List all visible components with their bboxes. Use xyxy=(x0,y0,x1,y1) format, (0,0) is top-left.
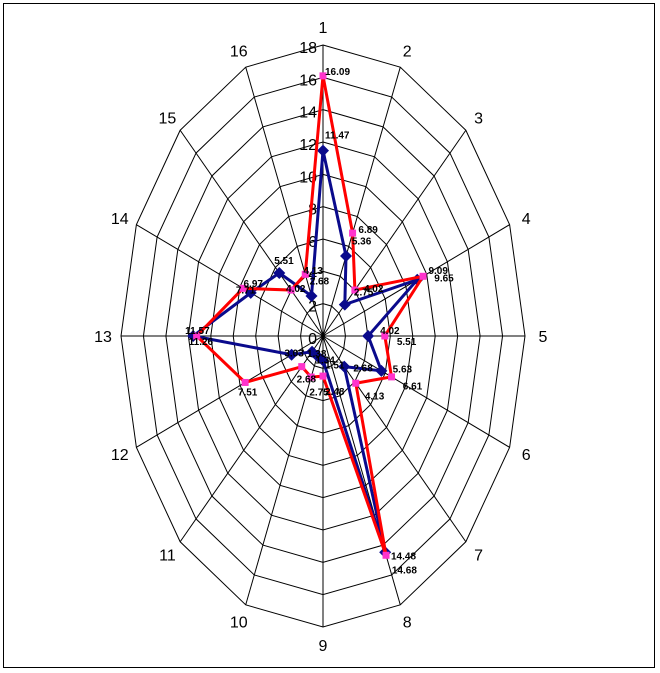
grid-spoke xyxy=(245,335,324,605)
radial-tick-label: 14 xyxy=(299,105,317,122)
data-point xyxy=(301,270,309,278)
data-point xyxy=(362,330,375,342)
data-point xyxy=(317,144,329,157)
data-label: 2.68 xyxy=(297,375,317,386)
data-label: 3.03 xyxy=(284,349,304,360)
grid-spoke xyxy=(179,129,324,337)
data-label: 7.51 xyxy=(238,387,258,398)
data-point xyxy=(375,364,388,377)
data-label: 2.75 xyxy=(309,387,329,398)
data-label: 1.38 xyxy=(307,349,327,360)
grid-spoke xyxy=(322,335,467,543)
data-point xyxy=(349,229,357,237)
data-point xyxy=(382,551,390,559)
data-label: 11.47 xyxy=(325,131,350,142)
data-label: 9.09 xyxy=(428,266,448,277)
data-label: 14.68 xyxy=(392,566,417,577)
category-label: 8 xyxy=(403,614,412,631)
series-line xyxy=(189,150,423,553)
radial-tick-label: 6 xyxy=(308,234,317,251)
category-label: 4 xyxy=(522,211,531,228)
radial-tick-label: 12 xyxy=(299,137,317,154)
data-label: 5.63 xyxy=(393,365,413,376)
data-point xyxy=(340,249,353,262)
data-label: 6.97 xyxy=(243,279,263,290)
data-label: 11.57 xyxy=(185,326,210,337)
data-label: 6.61 xyxy=(403,382,423,393)
data-label: 7.71 xyxy=(236,285,256,296)
category-label: 9 xyxy=(319,638,328,655)
data-point xyxy=(305,289,318,302)
data-label: 9.65 xyxy=(434,273,454,284)
data-point xyxy=(193,332,201,340)
category-label: 10 xyxy=(230,614,248,631)
category-label: 11 xyxy=(159,547,176,564)
radial-tick-label: 2 xyxy=(308,299,317,316)
data-point xyxy=(306,345,319,358)
data-point xyxy=(241,378,249,386)
data-label: 5.36 xyxy=(352,237,372,248)
data-point xyxy=(273,267,286,280)
radial-tick-label: 0 xyxy=(308,331,317,348)
data-label: 1.34 xyxy=(315,355,335,366)
grid-spoke xyxy=(322,335,510,448)
data-point xyxy=(351,286,359,294)
category-label: 13 xyxy=(94,329,112,346)
category-label: 7 xyxy=(474,547,483,564)
data-label: 6.89 xyxy=(358,225,378,236)
data-point xyxy=(298,363,306,371)
data-label: 4.02 xyxy=(380,326,400,337)
data-point xyxy=(287,286,295,294)
category-label: 5 xyxy=(539,329,548,346)
data-point xyxy=(338,360,351,373)
data-point xyxy=(319,72,327,80)
data-point xyxy=(381,332,389,340)
data-label: 16.09 xyxy=(325,67,350,78)
data-point xyxy=(285,348,298,361)
data-label: 5.51 xyxy=(397,337,417,348)
data-point xyxy=(352,379,360,387)
grid-spoke xyxy=(322,67,401,337)
data-label: 11.26 xyxy=(189,337,214,348)
data-label: 4.02 xyxy=(364,284,384,295)
radial-tick-label: 16 xyxy=(299,72,317,89)
data-point xyxy=(338,298,351,311)
grid-spoke xyxy=(179,335,324,543)
category-label: 16 xyxy=(230,44,248,61)
data-label: 14.48 xyxy=(391,552,416,563)
data-label: 2.48 xyxy=(325,387,345,398)
category-label: 6 xyxy=(522,447,531,464)
category-label: 14 xyxy=(111,211,129,228)
data-label: 4.13 xyxy=(365,391,385,402)
grid-spoke xyxy=(245,67,324,337)
data-point xyxy=(388,373,396,381)
category-label: 15 xyxy=(159,111,177,128)
data-label: 5.51 xyxy=(274,256,294,267)
grid-spoke xyxy=(136,224,324,337)
data-point xyxy=(419,272,427,280)
data-label: 1.51 xyxy=(325,360,345,371)
category-label: 2 xyxy=(403,44,412,61)
radial-tick-label: 18 xyxy=(299,40,317,57)
category-label: 3 xyxy=(474,111,483,128)
data-point xyxy=(307,373,315,381)
data-label: 2.68 xyxy=(353,364,373,375)
data-point xyxy=(239,284,247,292)
grid-spoke xyxy=(322,335,401,605)
category-label: 1 xyxy=(319,20,328,37)
data-label: 2.68 xyxy=(310,277,330,288)
data-label: 4.02 xyxy=(286,284,306,295)
data-label: 2.75 xyxy=(354,287,374,298)
data-label: 4.13 xyxy=(303,266,323,277)
data-point xyxy=(319,372,327,380)
category-label: 12 xyxy=(111,447,129,464)
radial-tick-label: 8 xyxy=(308,202,317,219)
